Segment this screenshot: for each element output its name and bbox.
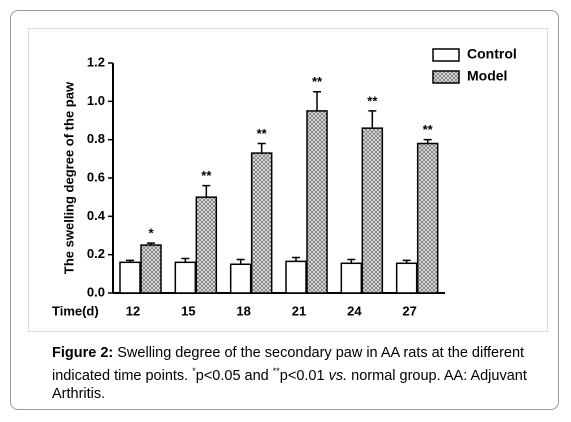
- significance-label: **: [423, 122, 434, 137]
- legend-swatch: [432, 70, 460, 84]
- bar: [250, 152, 273, 294]
- caption-text: normal group. AA: Adjuvant Arthritis.: [52, 367, 527, 402]
- error-bar: [313, 91, 321, 111]
- caption-italic: vs.: [328, 367, 348, 384]
- significance-label: *: [148, 226, 154, 241]
- x-tick-label: 24: [347, 303, 362, 318]
- bar: [395, 262, 418, 294]
- y-tick-label: 1.0: [87, 93, 105, 108]
- legend-label: Control: [467, 46, 517, 62]
- caption-sup: *: [192, 366, 196, 376]
- x-tick-label: 27: [402, 303, 416, 318]
- x-tick-label: 18: [236, 303, 250, 318]
- error-bar: [292, 256, 300, 262]
- error-bar: [423, 138, 432, 144]
- caption-text: p<0.01: [279, 367, 329, 384]
- x-tick-label: 12: [126, 303, 140, 318]
- x-axis-label: Time(d): [52, 303, 99, 318]
- caption-label: Figure 2:: [52, 345, 114, 361]
- significance-label: **: [312, 74, 323, 89]
- significance-label: **: [367, 93, 378, 108]
- bar: [285, 260, 307, 294]
- y-tick-label: 0.0: [87, 284, 105, 299]
- y-tick-label: 0.2: [87, 246, 105, 261]
- x-tick-label: 15: [181, 303, 195, 318]
- significance-label: **: [257, 126, 268, 141]
- y-tick-label: 0.6: [87, 169, 105, 184]
- error-bar: [368, 110, 377, 129]
- error-bar: [181, 257, 190, 263]
- caption: Figure 2: Swelling degree of the seconda…: [52, 344, 542, 403]
- error-bar: [147, 242, 155, 246]
- legend-label: Model: [467, 68, 507, 84]
- figure-frame: [10, 10, 559, 410]
- significance-label: **: [201, 168, 212, 183]
- error-bar: [402, 259, 411, 264]
- x-tick-label: 21: [292, 303, 306, 318]
- error-bar: [202, 184, 211, 198]
- bar: [416, 142, 439, 294]
- bar: [174, 261, 197, 294]
- error-bar: [347, 258, 356, 264]
- caption-text: Swelling degree of the secondary paw in …: [52, 345, 525, 384]
- bar: [306, 110, 328, 294]
- bar: [195, 196, 218, 294]
- y-axis-label: The swelling degree of the paw: [61, 81, 76, 274]
- plot-box: [28, 28, 548, 332]
- y-tick-label: 1.2: [87, 54, 105, 69]
- caption-text: p<0.05 and: [195, 367, 273, 384]
- caption-sup: **: [272, 366, 280, 376]
- error-bar: [257, 142, 266, 154]
- chart: The swelling degree of the paw Time(d) 0…: [52, 46, 517, 319]
- error-bar: [236, 258, 245, 265]
- y-tick-label: 0.8: [87, 131, 105, 146]
- legend-swatch: [432, 48, 460, 62]
- y-tick-label: 0.4: [87, 208, 106, 223]
- bar: [229, 263, 252, 294]
- bar: [119, 261, 141, 294]
- bar: [361, 127, 384, 294]
- bar: [140, 244, 162, 294]
- bar: [340, 262, 363, 294]
- error-bar: [126, 259, 134, 263]
